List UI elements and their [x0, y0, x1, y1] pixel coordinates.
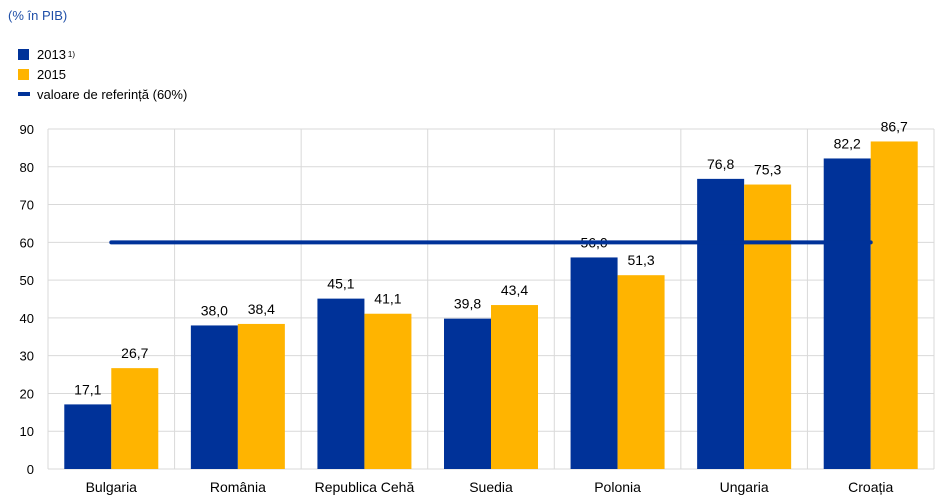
x-tick-label: Republica Cehă — [315, 479, 415, 495]
y-tick-label: 30 — [20, 349, 34, 364]
bar-2013-7 — [823, 158, 871, 469]
bar-2013-4 — [444, 318, 491, 469]
data-label-2013-2: 38,0 — [201, 302, 228, 318]
legend-label-reference: valoare de referință (60%) — [37, 86, 188, 102]
data-label-2013-3: 45,1 — [327, 276, 354, 292]
legend-label-2015: 2015 — [37, 66, 66, 82]
data-label-2013-4: 39,8 — [454, 296, 481, 312]
x-tick-label: România — [210, 479, 266, 495]
data-label-2015-2: 38,4 — [248, 301, 275, 317]
y-axis-ticks: 0 10 20 30 40 50 60 70 80 90 — [20, 122, 34, 477]
legend-item-2015: 2015 — [18, 64, 187, 84]
x-tick-label: Bulgaria — [86, 479, 138, 495]
data-label-2015-7: 86,7 — [881, 118, 908, 134]
legend: 2013 1) 2015 valoare de referință (60%) — [18, 44, 187, 104]
legend-swatch-2015 — [18, 68, 29, 80]
y-tick-label: 50 — [20, 273, 34, 288]
legend-note-2013: 1) — [67, 49, 76, 59]
legend-item-2013: 2013 1) — [18, 44, 187, 64]
unit-label: (% în PIB) — [8, 8, 68, 23]
y-tick-label: 90 — [20, 122, 34, 137]
bar-2013-1 — [64, 404, 112, 469]
x-tick-label: Ungaria — [720, 479, 769, 495]
x-tick-label: Suedia — [469, 479, 513, 495]
data-label-2015-4: 43,4 — [501, 282, 528, 298]
bar-2013-6 — [697, 178, 745, 469]
y-tick-label: 0 — [27, 462, 34, 477]
legend-label-2013: 2013 — [37, 46, 66, 62]
data-label-2013-6: 76,8 — [707, 156, 734, 172]
bar-2015-5 — [617, 275, 665, 469]
bar-2015-2 — [237, 323, 285, 469]
bar-2015-6 — [744, 184, 792, 470]
data-label-2013-7: 82,2 — [834, 135, 861, 151]
y-tick-label: 80 — [20, 160, 34, 175]
data-label-2015-1: 26,7 — [121, 345, 148, 361]
legend-item-reference: valoare de referință (60%) — [18, 84, 187, 104]
data-label-2015-3: 41,1 — [374, 291, 401, 307]
data-label-2015-5: 51,3 — [627, 252, 654, 268]
bar-2013-5 — [570, 257, 618, 469]
y-tick-label: 40 — [20, 311, 34, 326]
y-tick-label: 70 — [20, 198, 34, 213]
legend-swatch-reference — [18, 92, 30, 96]
data-label-2013-1: 17,1 — [74, 381, 101, 397]
x-tick-label: Croația — [848, 479, 893, 495]
x-axis-ticks: Bulgaria România Republica Cehă Suedia Polon… — [86, 479, 894, 495]
y-tick-label: 20 — [20, 386, 34, 401]
bar-2015-1 — [111, 368, 159, 469]
data-label-2015-6: 75,3 — [754, 162, 781, 178]
legend-swatch-2013 — [18, 48, 29, 60]
bar-2013-2 — [190, 325, 238, 469]
bar-2015-3 — [364, 313, 412, 469]
bars — [64, 141, 918, 470]
bar-2013-3 — [317, 298, 365, 469]
bar-2015-7 — [870, 141, 918, 469]
y-tick-label: 10 — [20, 424, 34, 439]
bar-2015-4 — [491, 305, 538, 469]
data-labels: 17,126,738,038,445,141,139,843,456,051,3… — [74, 118, 908, 397]
y-tick-label: 60 — [20, 235, 34, 250]
x-tick-label: Polonia — [594, 479, 641, 495]
